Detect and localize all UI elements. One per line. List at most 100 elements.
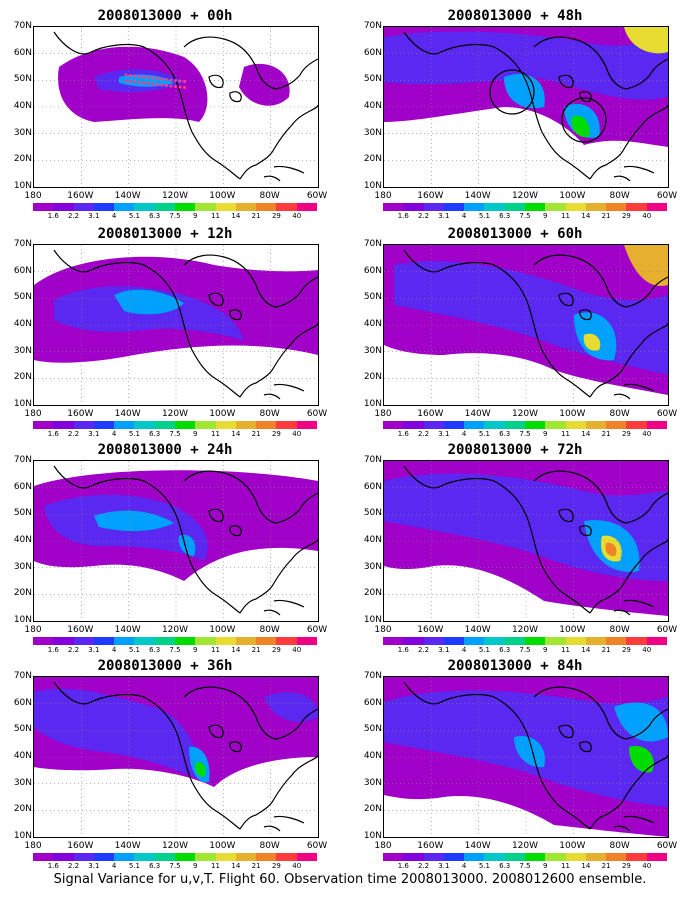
lon-tick-label: 100W [559, 191, 586, 201]
lon-tick-label: 140W [114, 841, 141, 851]
lon-tick-label: 100W [559, 409, 586, 419]
coastline [53, 31, 318, 180]
variance-map [33, 460, 319, 622]
colorbar-swatch [174, 853, 196, 861]
colorbar-swatch [114, 203, 135, 211]
colorbar-label: 3.1 [88, 430, 100, 438]
lon-tick-label: 80W [259, 625, 280, 635]
observation-point [174, 79, 177, 82]
variance-contour [583, 333, 601, 351]
colorbar-swatch [646, 421, 667, 429]
lon-tick-label: 60W [306, 409, 328, 419]
colorbar-label: 3.1 [438, 646, 450, 654]
colorbar-swatch [33, 421, 54, 429]
colorbar-swatch [93, 421, 115, 429]
lon-tick-label: 60W [306, 841, 328, 851]
colorbar-swatch [154, 203, 175, 211]
colorbar-label: 6.3 [149, 430, 161, 438]
colorbar-label: 3.1 [438, 212, 450, 220]
lat-tick-label: 40N [363, 535, 382, 545]
lon-tick-label: 80W [259, 409, 280, 419]
lon-tick-label: 180 [374, 841, 392, 851]
lat-tick-label: 10N [13, 831, 32, 841]
variance-contour [264, 692, 318, 722]
colorbar-label: 4 [461, 862, 467, 870]
colorbar-label: 6.3 [499, 646, 511, 654]
colorbar-label: 14 [581, 862, 591, 870]
lat-tick-label: 10N [13, 615, 32, 625]
lat-tick-label: 30N [13, 127, 32, 138]
colorbar-label: 11 [211, 430, 221, 438]
map-canvas [34, 461, 318, 621]
colorbar-swatch [256, 637, 277, 645]
colorbar-label: 5.1 [478, 212, 490, 220]
colorbar-label: 5.1 [128, 646, 140, 654]
colorbar-label: 6.3 [499, 862, 511, 870]
lat-tick-label: 60N [13, 697, 32, 708]
colorbar-swatch [215, 853, 236, 861]
lat-tick-label: 20N [363, 588, 382, 599]
lon-tick-label: 180 [24, 625, 42, 635]
variance-contour [114, 289, 184, 315]
colorbar-swatch [195, 637, 216, 645]
variance-contour [629, 745, 654, 773]
colorbar-swatch [606, 421, 627, 429]
colorbar-label: 21 [251, 430, 261, 438]
colorbar-swatch [464, 421, 485, 429]
lat-tick-label: 50N [363, 74, 382, 85]
colorbar-label: 6.3 [499, 430, 511, 438]
colorbar [33, 637, 317, 645]
variance-contour [514, 736, 545, 768]
colorbar-swatch [93, 853, 115, 861]
colorbar-swatch [504, 203, 525, 211]
colorbar-swatch [545, 203, 566, 211]
colorbar-label: 3.1 [88, 212, 100, 220]
observation-point [165, 84, 168, 87]
variance-contour [178, 534, 196, 556]
colorbar-label: 40 [642, 646, 652, 654]
colorbar-swatch [504, 637, 525, 645]
lon-tick-label: 160W [417, 191, 444, 201]
highlight-circle [489, 69, 535, 115]
colorbar-swatch [383, 203, 404, 211]
lon-tick-label: 80W [609, 409, 630, 419]
colorbar-label: 5.1 [478, 646, 490, 654]
lon-tick-label: 160W [67, 625, 94, 635]
colorbar-swatch [646, 853, 667, 861]
observation-point [124, 73, 128, 77]
colorbar-swatch [296, 421, 317, 429]
lon-tick-label: 140W [464, 409, 491, 419]
colorbar-swatch [215, 203, 236, 211]
observation-point [160, 83, 164, 87]
colorbar-swatch [484, 637, 505, 645]
colorbar-swatch [256, 421, 277, 429]
colorbar-swatch [256, 853, 277, 861]
colorbar-swatch [585, 637, 607, 645]
lat-tick-label: 40N [13, 751, 32, 761]
observation-point [156, 77, 159, 80]
colorbar-swatch [53, 637, 74, 645]
lon-tick-label: 180 [374, 625, 392, 635]
colorbar-label: 29 [271, 212, 281, 220]
variance-map [33, 26, 319, 188]
colorbar-label: 29 [621, 430, 631, 438]
colorbar-label: 7.5 [169, 862, 181, 870]
lon-tick-label: 100W [209, 625, 236, 635]
lat-tick-label: 50N [13, 724, 32, 735]
colorbar-label: 4 [461, 430, 467, 438]
colorbar-label: 1.6 [397, 862, 409, 870]
colorbar-swatch [464, 637, 485, 645]
lon-tick-label: 100W [209, 191, 236, 201]
colorbar-swatch [464, 203, 485, 211]
lon-tick-label: 180 [24, 409, 42, 419]
variance-contour [94, 510, 174, 532]
lat-tick-label: 30N [363, 777, 382, 788]
colorbar-label: 2.2 [67, 862, 80, 870]
lon-tick-label: 80W [609, 191, 630, 201]
colorbar-swatch [504, 421, 525, 429]
observation-point [174, 85, 177, 88]
colorbar-swatch [403, 203, 424, 211]
map-canvas [34, 677, 318, 837]
colorbar-label: 2.2 [417, 646, 430, 654]
colorbar-label: 5.1 [478, 862, 490, 870]
